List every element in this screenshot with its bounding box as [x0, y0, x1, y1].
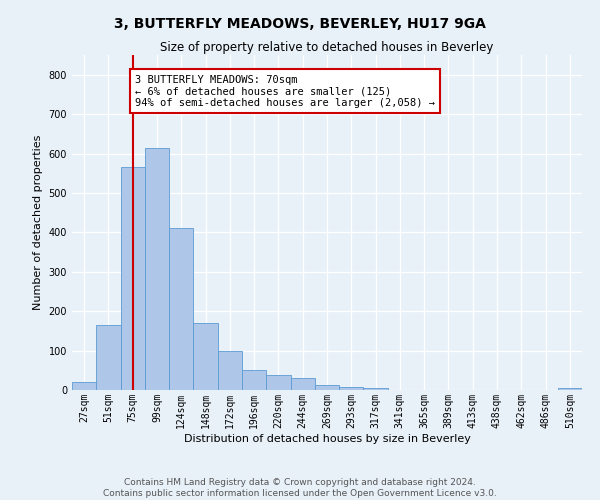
Bar	[121, 168, 145, 390]
Bar	[290, 378, 315, 390]
Bar	[339, 387, 364, 390]
Bar	[145, 148, 169, 390]
X-axis label: Distribution of detached houses by size in Beverley: Distribution of detached houses by size …	[184, 434, 470, 444]
Bar	[558, 388, 582, 390]
Bar	[72, 382, 96, 390]
Y-axis label: Number of detached properties: Number of detached properties	[33, 135, 43, 310]
Bar	[96, 325, 121, 390]
Bar	[193, 323, 218, 390]
Text: Contains HM Land Registry data © Crown copyright and database right 2024.
Contai: Contains HM Land Registry data © Crown c…	[103, 478, 497, 498]
Text: 3, BUTTERFLY MEADOWS, BEVERLEY, HU17 9GA: 3, BUTTERFLY MEADOWS, BEVERLEY, HU17 9GA	[114, 18, 486, 32]
Bar	[315, 385, 339, 390]
Bar	[364, 388, 388, 390]
Bar	[242, 370, 266, 390]
Text: 3 BUTTERFLY MEADOWS: 70sqm
← 6% of detached houses are smaller (125)
94% of semi: 3 BUTTERFLY MEADOWS: 70sqm ← 6% of detac…	[135, 74, 435, 108]
Bar	[266, 375, 290, 390]
Bar	[218, 350, 242, 390]
Bar	[169, 228, 193, 390]
Title: Size of property relative to detached houses in Beverley: Size of property relative to detached ho…	[160, 41, 494, 54]
